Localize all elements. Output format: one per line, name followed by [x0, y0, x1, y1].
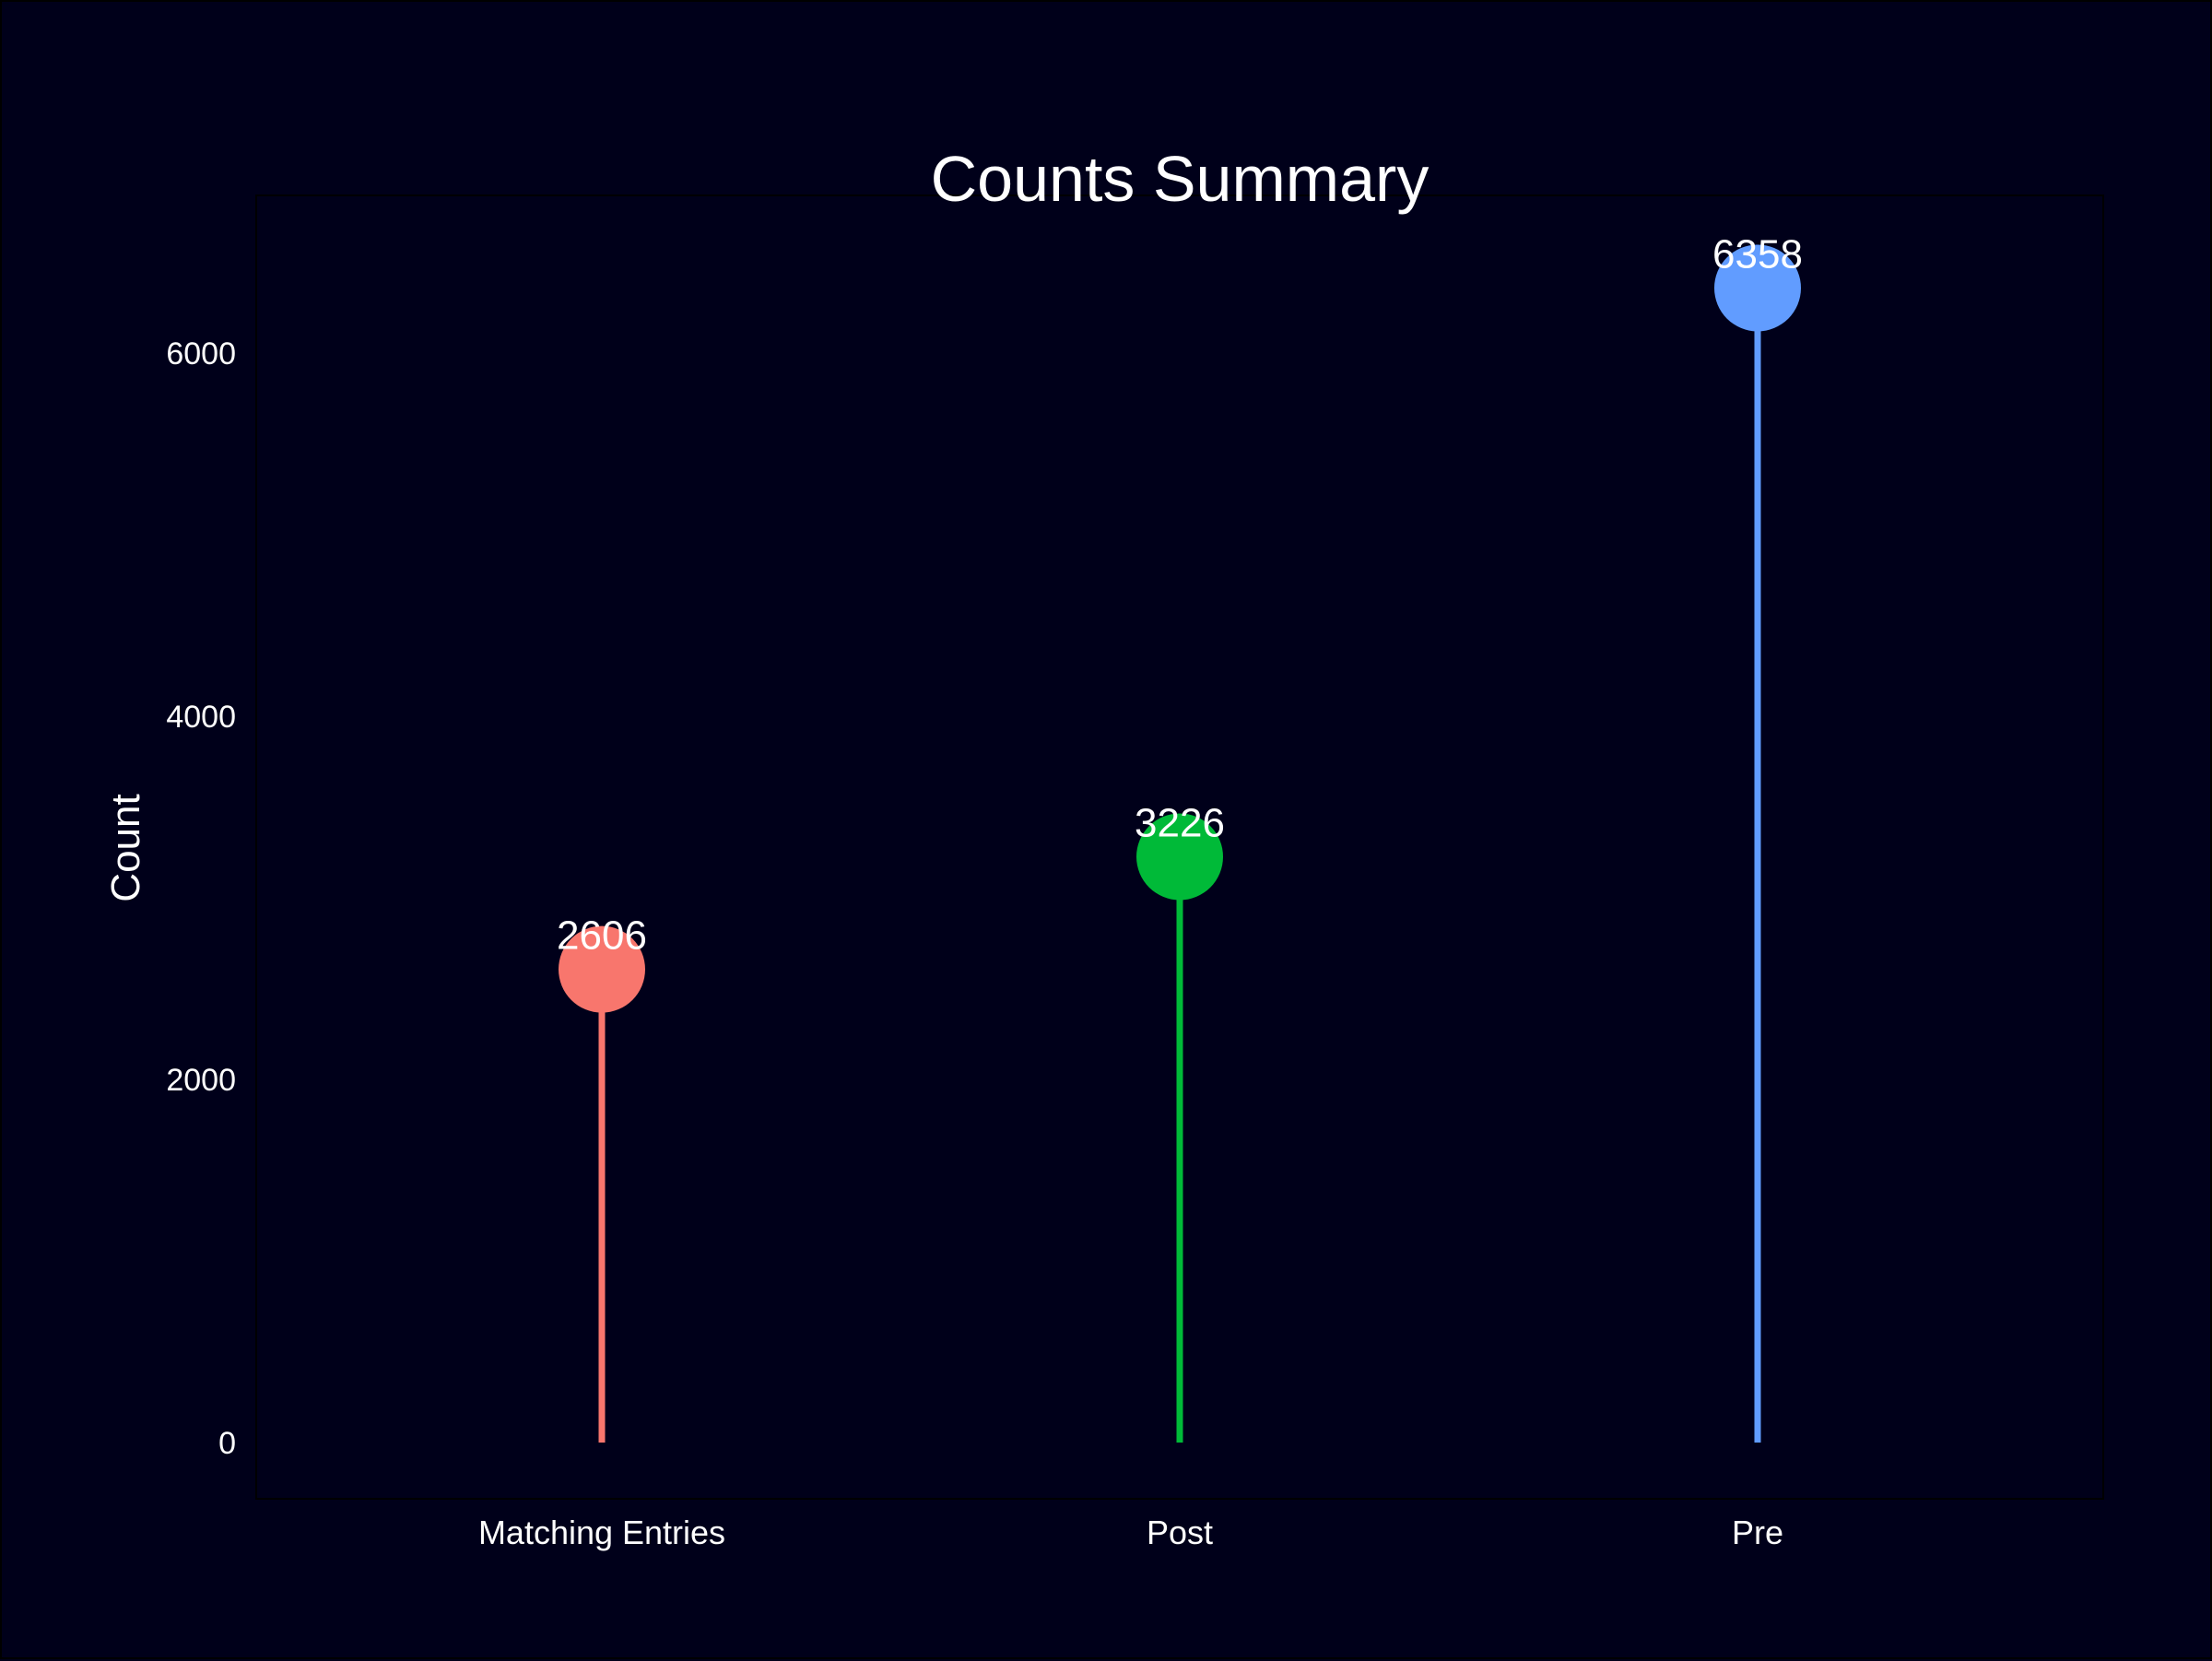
lollipop-head — [559, 925, 645, 1013]
lollipop-head — [1136, 813, 1223, 901]
data-label: 6358 — [1712, 231, 1803, 277]
data-label: 2606 — [557, 913, 647, 959]
x-tick-label: Post — [1147, 1514, 1213, 1551]
x-tick-label: Pre — [1732, 1514, 1783, 1551]
y-axis-label: Count — [103, 794, 148, 902]
y-axis-ticks: 0 2000 4000 6000 — [166, 336, 236, 1461]
data-label: 3226 — [1135, 800, 1225, 845]
y-tick-label: 0 — [218, 1426, 236, 1461]
x-axis-ticks: Matching Entries Post Pre — [478, 1514, 1783, 1551]
lollipop-head — [1714, 244, 1801, 332]
y-tick-label: 6000 — [166, 336, 236, 371]
lollipop-marks: 2606 3226 6358 — [557, 231, 1803, 1443]
plot-panel — [255, 194, 2104, 1500]
y-tick-label: 4000 — [166, 700, 236, 735]
chart-title: Counts Summary — [930, 143, 1430, 215]
y-tick-label: 2000 — [166, 1063, 236, 1098]
x-tick-label: Matching Entries — [478, 1514, 725, 1551]
